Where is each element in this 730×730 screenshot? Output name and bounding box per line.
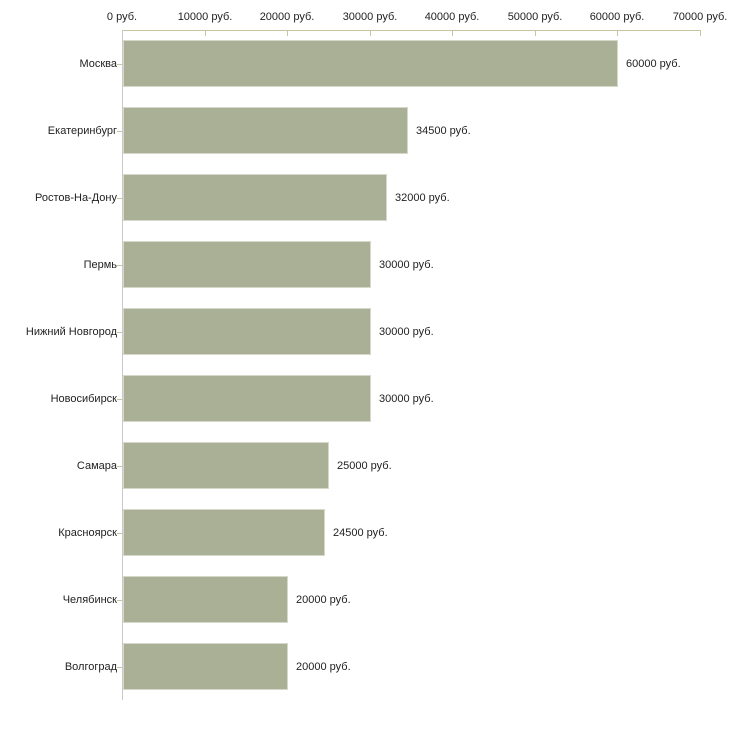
y-axis-tick: [117, 131, 122, 132]
x-tick-label: 50000 руб.: [507, 11, 563, 23]
category-label: Самара: [76, 459, 117, 472]
bar: [123, 107, 408, 154]
value-label: 32000 руб.: [395, 191, 450, 204]
category-label: Ростов-На-Дону: [34, 191, 117, 204]
value-label: 24500 руб.: [333, 526, 388, 539]
value-label: 30000 руб.: [379, 325, 434, 338]
bar: [123, 643, 288, 690]
value-label: 30000 руб.: [379, 392, 434, 405]
y-axis-tick: [117, 600, 122, 601]
x-tick-label: 40000 руб.: [424, 11, 480, 23]
x-tick-label: 70000 руб.: [672, 11, 728, 23]
x-tick-label: 30000 руб.: [342, 11, 398, 23]
value-label: 20000 руб.: [296, 660, 351, 673]
y-axis-tick: [117, 198, 122, 199]
category-label: Челябинск: [62, 593, 117, 606]
x-tick-label: 20000 руб.: [259, 11, 315, 23]
x-tick-label: 60000 руб.: [589, 11, 645, 23]
category-label: Москва: [79, 57, 117, 70]
y-axis-tick: [117, 265, 122, 266]
category-label: Волгоград: [64, 660, 117, 673]
y-axis-tick: [117, 533, 122, 534]
y-axis-tick: [117, 64, 122, 65]
x-axis-tick: [700, 31, 701, 36]
x-axis-tick: [535, 31, 536, 36]
value-label: 30000 руб.: [379, 258, 434, 271]
category-label: Красноярск: [58, 526, 117, 539]
category-label: Нижний Новгород: [25, 325, 117, 338]
category-label: Пермь: [83, 258, 117, 271]
bar: [123, 375, 371, 422]
y-axis-tick: [117, 399, 122, 400]
x-tick-label: 10000 руб.: [177, 11, 233, 23]
value-label: 25000 руб.: [337, 459, 392, 472]
x-axis-tick: [370, 31, 371, 36]
y-axis-tick: [117, 332, 122, 333]
y-axis-line: [122, 30, 123, 700]
x-axis-tick: [617, 31, 618, 36]
y-axis-tick: [117, 667, 122, 668]
bar: [123, 241, 371, 288]
value-label: 34500 руб.: [416, 124, 471, 137]
value-label: 60000 руб.: [626, 57, 681, 70]
bar: [123, 442, 329, 489]
x-tick-label: 0 руб.: [106, 11, 138, 23]
category-label: Екатеринбург: [47, 124, 117, 137]
category-label: Новосибирск: [50, 392, 117, 405]
x-axis-tick: [452, 31, 453, 36]
x-axis-line: [122, 30, 701, 31]
bar: [123, 576, 288, 623]
y-axis-tick: [117, 466, 122, 467]
bar: [123, 40, 618, 87]
bar: [123, 509, 325, 556]
x-axis-tick: [205, 31, 206, 36]
x-axis-tick: [287, 31, 288, 36]
value-label: 20000 руб.: [296, 593, 351, 606]
bar: [123, 308, 371, 355]
bar: [123, 174, 387, 221]
